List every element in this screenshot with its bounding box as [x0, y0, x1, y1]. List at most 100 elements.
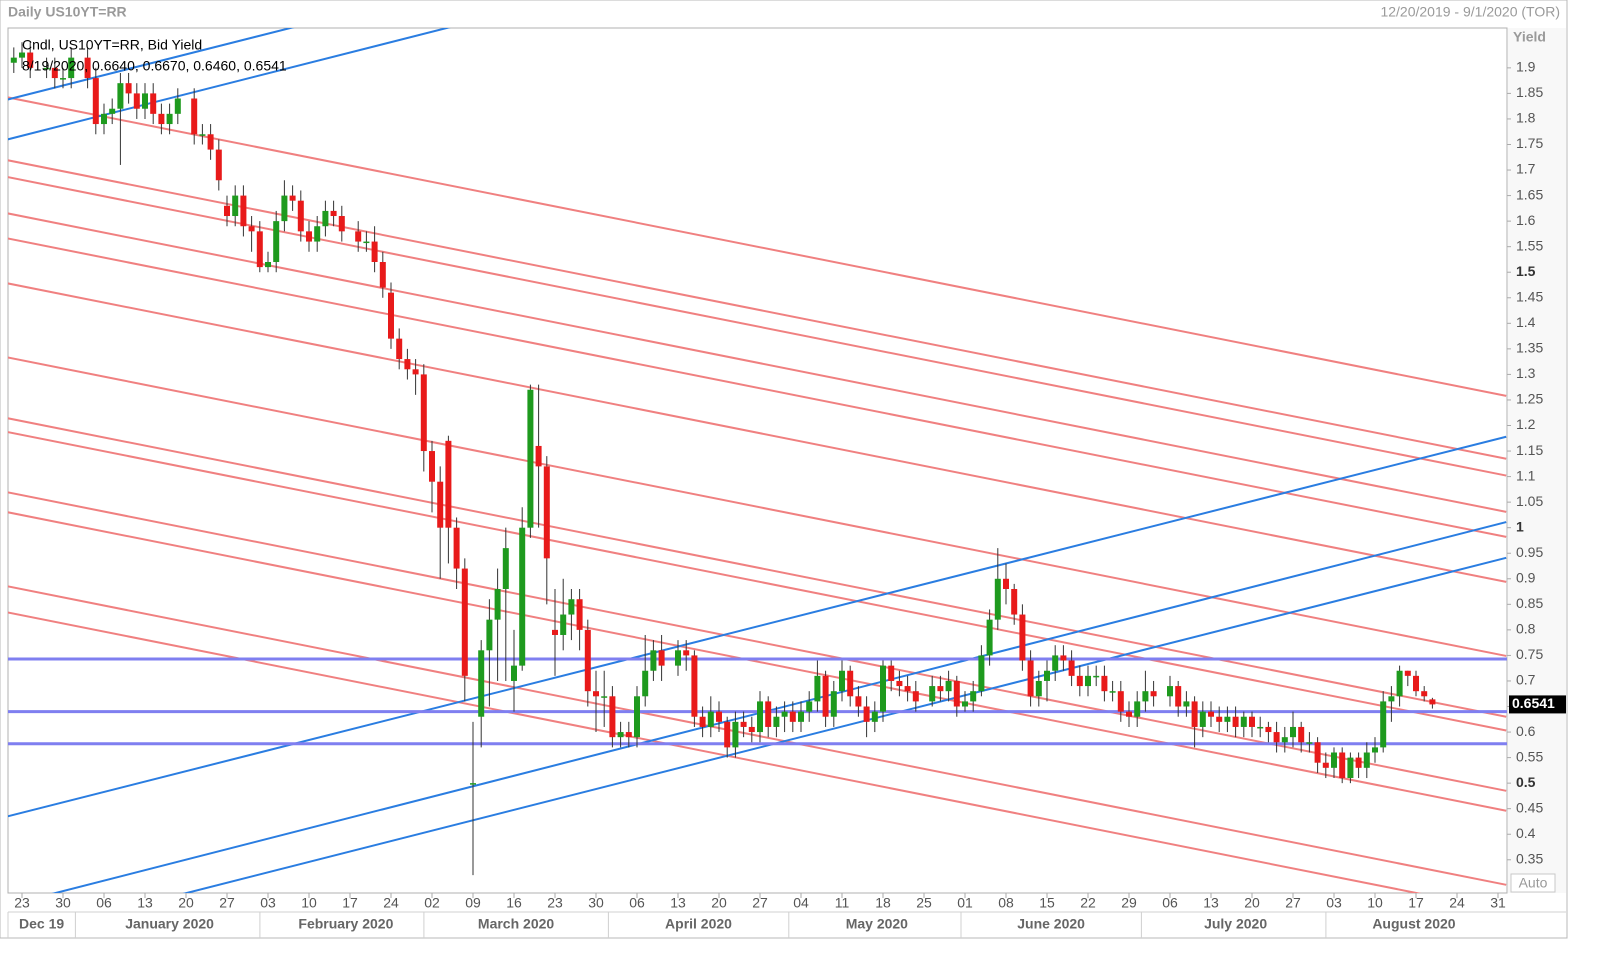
candle-body — [379, 262, 386, 288]
candle-body — [437, 481, 444, 528]
candle-body — [1249, 716, 1255, 727]
month-label: June 2020 — [1017, 916, 1085, 932]
candle-body — [1101, 675, 1108, 692]
trend-line — [8, 176, 1507, 477]
candle-body — [1355, 757, 1362, 768]
x-tick-label: 03 — [260, 895, 276, 911]
candle-body — [658, 650, 665, 666]
candle-body — [1093, 675, 1100, 678]
candle-body — [1273, 732, 1280, 743]
candle-body — [297, 200, 304, 232]
candle-body — [962, 701, 968, 707]
candle-body — [1339, 752, 1346, 779]
month-label: May 2020 — [846, 916, 908, 932]
candle-body — [830, 691, 837, 717]
y-tick-label: 1.05 — [1516, 493, 1543, 509]
month-label: March 2020 — [478, 916, 554, 932]
month-label: Dec 19 — [19, 916, 64, 932]
x-tick-label: 10 — [1367, 895, 1383, 911]
candle-body — [1183, 701, 1190, 707]
candle-body — [1372, 747, 1378, 753]
candle-body — [1363, 752, 1370, 768]
candle-body — [322, 210, 329, 227]
legend-values: 8/19/2020, 0.6640, 0.6670, 0.6460, 0.654… — [22, 58, 287, 74]
candle-body — [1044, 670, 1050, 681]
x-tick-label: 23 — [14, 895, 30, 911]
trend-line — [8, 28, 451, 141]
trend-line — [8, 611, 1422, 893]
candle-body — [724, 721, 731, 748]
candle-body — [937, 686, 944, 692]
y-tick-label: 0.5 — [1516, 774, 1536, 790]
y-axis-title: Yield — [1513, 29, 1546, 45]
candle-body — [265, 262, 271, 268]
candle-body — [1232, 716, 1239, 727]
candle-body — [699, 716, 706, 727]
candle-body — [1314, 742, 1321, 763]
scale-mode-box[interactable] — [1510, 873, 1556, 893]
candle-body — [486, 619, 493, 651]
candle-body — [1421, 691, 1428, 697]
y-tick-label: 1.5 — [1516, 263, 1536, 279]
candle-body — [1404, 670, 1411, 676]
candle-body — [691, 655, 698, 717]
y-tick-label: 1.85 — [1516, 84, 1543, 100]
candle-body — [117, 83, 124, 109]
x-tick-label: 04 — [793, 895, 809, 911]
candle-body — [166, 113, 173, 125]
candle-body — [1380, 701, 1387, 748]
candle-body — [338, 216, 345, 232]
candle-body — [1298, 726, 1305, 743]
date-range: 12/20/2019 - 9/1/2020 (TOR) — [1380, 4, 1560, 20]
price-tag-label: 0.6541 — [1512, 695, 1555, 711]
candle-body — [1134, 701, 1141, 717]
x-tick-label: 13 — [1203, 895, 1219, 911]
trend-line — [8, 417, 1507, 718]
candle-body — [1216, 716, 1223, 722]
candle-body — [650, 650, 657, 671]
candle-body — [839, 670, 845, 692]
y-tick-label: 0.95 — [1516, 544, 1543, 560]
candle-body — [1027, 660, 1034, 697]
y-tick-label: 1.65 — [1516, 186, 1543, 202]
trend-line — [8, 431, 1507, 732]
candle-body — [363, 241, 370, 244]
candle-body — [174, 98, 181, 114]
candle-body — [1011, 588, 1018, 615]
candle-body — [60, 78, 66, 80]
candle-body — [789, 711, 796, 722]
trend-line — [51, 521, 1507, 893]
candle-body — [1175, 686, 1182, 707]
trend-line — [8, 28, 295, 101]
candle-body — [1413, 675, 1419, 692]
candle-body — [273, 221, 280, 263]
x-tick-label: 17 — [1408, 895, 1424, 911]
trend-line — [8, 237, 1507, 538]
month-label: April 2020 — [665, 916, 732, 932]
scale-mode[interactable]: Auto — [1519, 875, 1548, 891]
x-tick-label: 22 — [1080, 895, 1096, 911]
candle-body — [535, 445, 542, 467]
plot — [8, 28, 1507, 893]
candle-body — [576, 599, 583, 630]
y-tick-label: 1.9 — [1516, 59, 1536, 75]
y-tick-label: 1 — [1516, 518, 1524, 534]
candle-body — [748, 726, 755, 733]
candle-body — [314, 226, 321, 242]
y-tick-label: 1.45 — [1516, 288, 1543, 304]
candle-body — [109, 108, 116, 114]
candle-body — [68, 57, 75, 79]
candle-body — [281, 195, 288, 222]
candle-body — [43, 67, 50, 70]
x-tick-label: 20 — [1244, 895, 1260, 911]
candle-body — [306, 231, 312, 242]
candle-body — [215, 149, 222, 181]
candle-body — [27, 52, 34, 68]
y-tick-label: 1.8 — [1516, 110, 1536, 126]
candle-body — [445, 440, 452, 528]
x-tick-label: 06 — [629, 895, 645, 911]
candle-body — [552, 629, 558, 635]
trend-line — [8, 511, 1507, 812]
candle-body — [101, 113, 107, 125]
